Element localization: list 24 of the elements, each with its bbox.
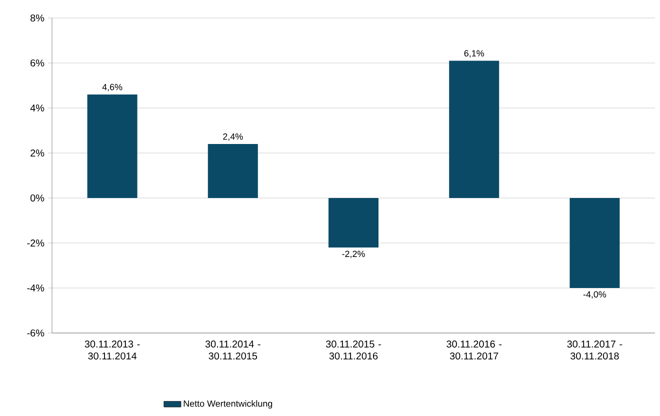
bar (449, 60, 500, 198)
x-tick-label: 30.11.2016 - 30.11.2017 (446, 340, 502, 360)
bar (87, 94, 138, 198)
x-tick-label: 30.11.2013 - 30.11.2014 (84, 340, 140, 360)
y-tick-label: -6% (27, 329, 44, 337)
data-label: -2,2% (342, 250, 365, 258)
bar (570, 198, 620, 288)
data-label: 6,1% (464, 50, 484, 58)
y-tick-label: -4% (27, 284, 44, 292)
legend-label: Netto Wertentwicklung (184, 400, 272, 409)
data-label: 4,6% (102, 84, 122, 92)
bar (208, 144, 258, 198)
y-tick-label: -2% (27, 239, 44, 247)
y-tick-label: 8% (30, 14, 44, 22)
y-tick-label: 6% (30, 59, 44, 67)
x-tick-label: 30.11.2014 - 30.11.2015 (205, 340, 260, 360)
y-tick-label: 4% (30, 104, 44, 112)
data-label: -4,0% (583, 291, 606, 299)
data-label: 2,4% (223, 133, 243, 141)
x-tick-label: 30.11.2017 - 30.11.2018 (567, 340, 622, 360)
x-tick-label: 30.11.2015 - 30.11.2016 (326, 340, 381, 360)
bar (328, 198, 378, 248)
y-tick-label: 2% (30, 149, 44, 157)
y-tick-label: 0% (30, 194, 44, 202)
